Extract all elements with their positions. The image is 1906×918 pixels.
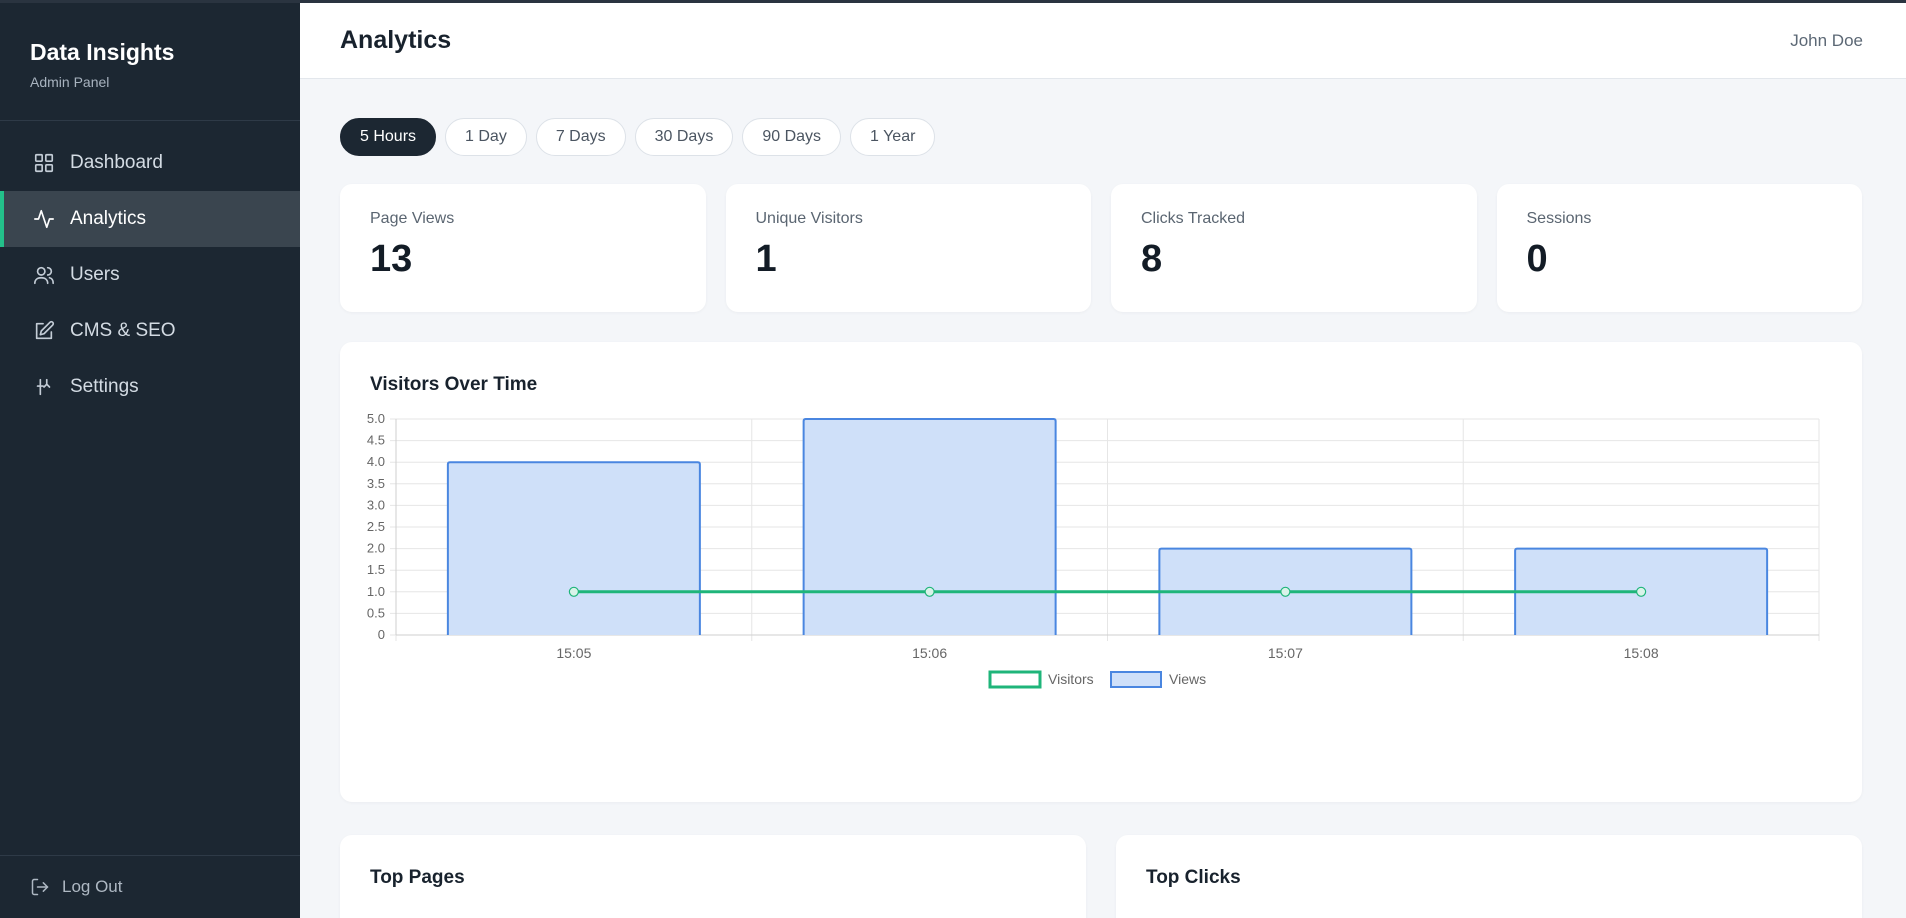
stat-value: 0 xyxy=(1526,238,1548,280)
stat-card-clicks-tracked: Clicks Tracked 8 xyxy=(1111,184,1477,312)
range-1-year-button[interactable]: 1 Year xyxy=(850,118,936,156)
stat-label: Sessions xyxy=(1526,210,1592,227)
top-clicks-title: Top Clicks xyxy=(1146,867,1241,888)
chart-title: Visitors Over Time xyxy=(370,374,538,395)
stat-label: Unique Visitors xyxy=(755,210,863,227)
bar-outline xyxy=(1158,547,1413,635)
sidebar-item-settings[interactable]: Settings xyxy=(0,359,300,415)
top-pages-card: Top Pages xyxy=(340,835,1086,918)
range-7-days-button[interactable]: 7 Days xyxy=(535,118,626,156)
activity-icon xyxy=(32,207,56,231)
y-tick-label: 4.0 xyxy=(367,454,385,469)
legend-swatch-views xyxy=(1110,671,1162,688)
visitors-chart: 0 0.5 1.0 1.5 2.0 2.5 3.0 3.5 4.0 4.5 5.0 15:05 15:0… xyxy=(367,411,1820,689)
range-90-days-button[interactable]: 90 Days xyxy=(742,118,842,156)
stat-label: Clicks Tracked xyxy=(1141,210,1246,227)
users-icon xyxy=(32,263,56,287)
sidebar-item-label: CMS & SEO xyxy=(70,320,176,341)
sidebar-item-dashboard[interactable]: Dashboard xyxy=(0,135,300,191)
stat-card-page-views: Page Views 13 xyxy=(340,184,706,312)
visitors-point xyxy=(1280,586,1291,597)
y-tick-label: 2.5 xyxy=(367,519,385,534)
sidebar-item-analytics[interactable]: Analytics xyxy=(0,191,300,247)
stat-value: 1 xyxy=(755,238,777,280)
header: Analytics John Doe xyxy=(300,0,1906,79)
visitors-point xyxy=(924,586,935,597)
bar-outline xyxy=(1514,547,1769,635)
sidebar-item-users[interactable]: Users xyxy=(0,247,300,303)
visitors-point xyxy=(1636,586,1647,597)
stat-card-unique-visitors: Unique Visitors 1 xyxy=(725,184,1091,312)
stat-label: Page Views xyxy=(370,210,455,227)
sidebar-item-label: Analytics xyxy=(70,208,147,229)
y-tick-label: 0 xyxy=(378,627,385,642)
user-menu[interactable]: John Doe xyxy=(1790,30,1863,50)
range-1-day-button[interactable]: 1 Day xyxy=(445,118,527,156)
brand-subtitle: Admin Panel xyxy=(30,74,110,90)
y-tick-label: 3.0 xyxy=(367,497,385,512)
settings-icon xyxy=(32,375,56,399)
bottom-cards: Top Pages Top Clicks xyxy=(340,835,1862,918)
y-tick-label: 1.0 xyxy=(367,584,385,599)
x-tick-label: 15:07 xyxy=(1268,645,1303,661)
legend-swatch-visitors xyxy=(988,670,1042,689)
stat-card-sessions: Sessions 0 xyxy=(1496,184,1862,312)
legend-label-visitors: Visitors xyxy=(1048,671,1094,687)
sidebar-item-label: Settings xyxy=(70,376,139,397)
stat-value: 13 xyxy=(370,238,413,280)
y-tick-label: 0.5 xyxy=(367,605,385,620)
bar-outline xyxy=(802,418,1057,635)
y-tick-label: 3.5 xyxy=(367,476,385,491)
logout-button[interactable]: Log Out xyxy=(0,855,300,918)
bar-15:06 xyxy=(803,419,1056,635)
y-tick-label: 1.5 xyxy=(367,562,385,577)
range-5-hours-button[interactable]: 5 Hours xyxy=(340,118,437,156)
top-pages-title: Top Pages xyxy=(370,867,465,888)
visitors-point xyxy=(568,586,579,597)
legend-label-views: Views xyxy=(1169,671,1206,687)
logout-label: Log Out xyxy=(62,877,123,896)
top-clicks-card: Top Clicks xyxy=(1116,835,1862,918)
sidebar-nav: Dashboard Analytics Users CMS & SEO Sett… xyxy=(0,135,300,415)
grid-icon xyxy=(32,151,56,175)
brand: Data Insights Admin Panel xyxy=(0,3,300,121)
time-range-selector: 5 Hours 1 Day 7 Days 30 Days 90 Days 1 Y… xyxy=(340,118,1862,156)
logout-icon xyxy=(31,878,49,896)
bar-15:05 xyxy=(447,462,700,635)
x-tick-label: 15:06 xyxy=(912,645,947,661)
y-tick-label: 5.0 xyxy=(367,411,385,426)
y-tick-label: 2.0 xyxy=(367,541,385,556)
page-title: Analytics xyxy=(340,26,452,54)
y-tick-label: 4.5 xyxy=(367,433,385,448)
x-tick-label: 15:08 xyxy=(1624,645,1659,661)
sidebar-item-cms-seo[interactable]: CMS & SEO xyxy=(0,303,300,359)
sidebar-item-label: Dashboard xyxy=(70,152,163,173)
sidebar: Data Insights Admin Panel Dashboard Anal… xyxy=(0,0,300,918)
x-tick-label: 15:05 xyxy=(556,645,591,661)
bar-outline xyxy=(446,461,701,635)
brand-title: Data Insights xyxy=(30,39,175,65)
visitors-chart-card: Visitors Over Time 0 0.5 1.0 1.5 2.0 2.5 3.0 3.… xyxy=(340,342,1862,802)
edit-icon xyxy=(32,319,56,343)
range-30-days-button[interactable]: 30 Days xyxy=(634,118,734,156)
main-content: 5 Hours 1 Day 7 Days 30 Days 90 Days 1 Y… xyxy=(340,118,1862,802)
stat-value: 8 xyxy=(1141,238,1163,280)
sidebar-item-label: Users xyxy=(70,264,120,285)
stats-row: Page Views 13 Unique Visitors 1 Clicks T… xyxy=(340,184,1862,312)
